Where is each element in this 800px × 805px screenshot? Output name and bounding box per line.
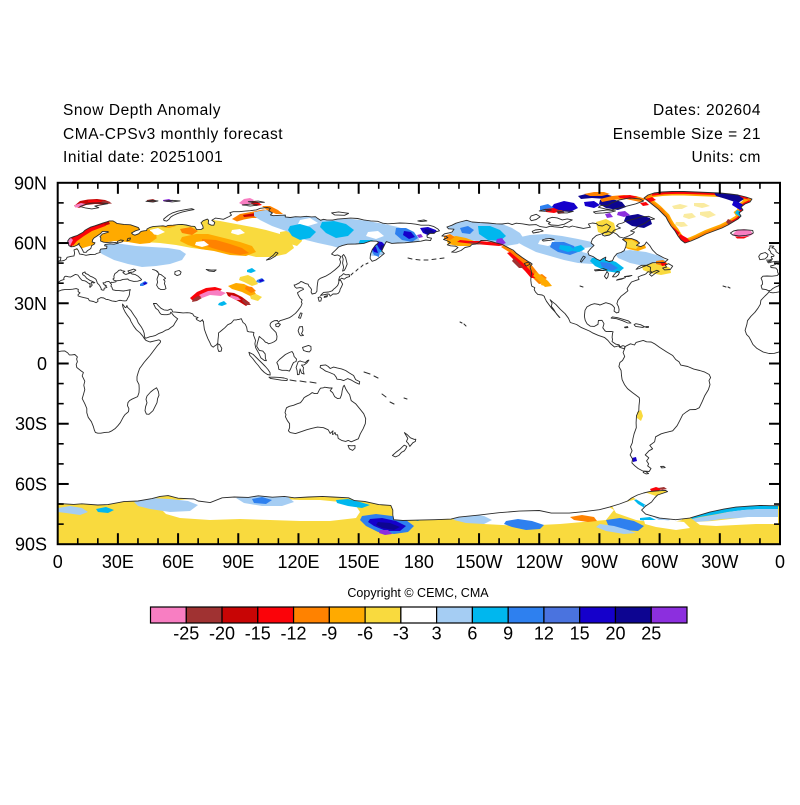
svg-text:Initial date: 20251001: Initial date: 20251001 [63,149,223,166]
svg-text:60E: 60E [162,552,194,572]
svg-text:30W: 30W [701,552,738,572]
svg-text:60S: 60S [15,474,47,494]
svg-text:12: 12 [534,624,554,644]
svg-text:60N: 60N [14,234,47,254]
svg-text:90E: 90E [222,552,254,572]
svg-text:-25: -25 [173,624,199,644]
svg-text:120E: 120E [277,552,319,572]
svg-text:Units: cm: Units: cm [691,149,761,166]
svg-text:-15: -15 [245,624,271,644]
svg-text:3: 3 [432,624,442,644]
svg-text:15: 15 [570,624,590,644]
svg-text:60W: 60W [641,552,678,572]
svg-text:-9: -9 [321,624,337,644]
svg-text:20: 20 [605,624,625,644]
svg-text:0: 0 [37,354,47,374]
svg-text:Ensemble Size = 21: Ensemble Size = 21 [613,126,761,143]
svg-text:120W: 120W [516,552,563,572]
svg-text:9: 9 [503,624,513,644]
svg-text:30N: 30N [14,294,47,314]
svg-text:0: 0 [53,552,63,572]
svg-text:-6: -6 [357,624,373,644]
svg-text:-20: -20 [209,624,235,644]
svg-text:Copyright © CEMC, CMA: Copyright © CEMC, CMA [347,586,489,600]
svg-text:30S: 30S [15,414,47,434]
svg-text:6: 6 [467,624,477,644]
svg-text:30E: 30E [102,552,134,572]
svg-text:0: 0 [775,552,785,572]
svg-text:150E: 150E [338,552,380,572]
svg-text:90W: 90W [581,552,618,572]
svg-text:25: 25 [641,624,661,644]
svg-text:90S: 90S [15,535,47,555]
svg-text:CMA-CPSv3 monthly forecast: CMA-CPSv3 monthly forecast [63,126,283,143]
svg-text:90N: 90N [14,173,47,193]
svg-text:-3: -3 [393,624,409,644]
svg-text:180: 180 [404,552,434,572]
svg-text:-12: -12 [281,624,307,644]
svg-text:150W: 150W [456,552,503,572]
svg-text:Snow Depth Anomaly: Snow Depth Anomaly [63,102,221,119]
svg-text:Dates: 202604: Dates: 202604 [653,102,761,119]
